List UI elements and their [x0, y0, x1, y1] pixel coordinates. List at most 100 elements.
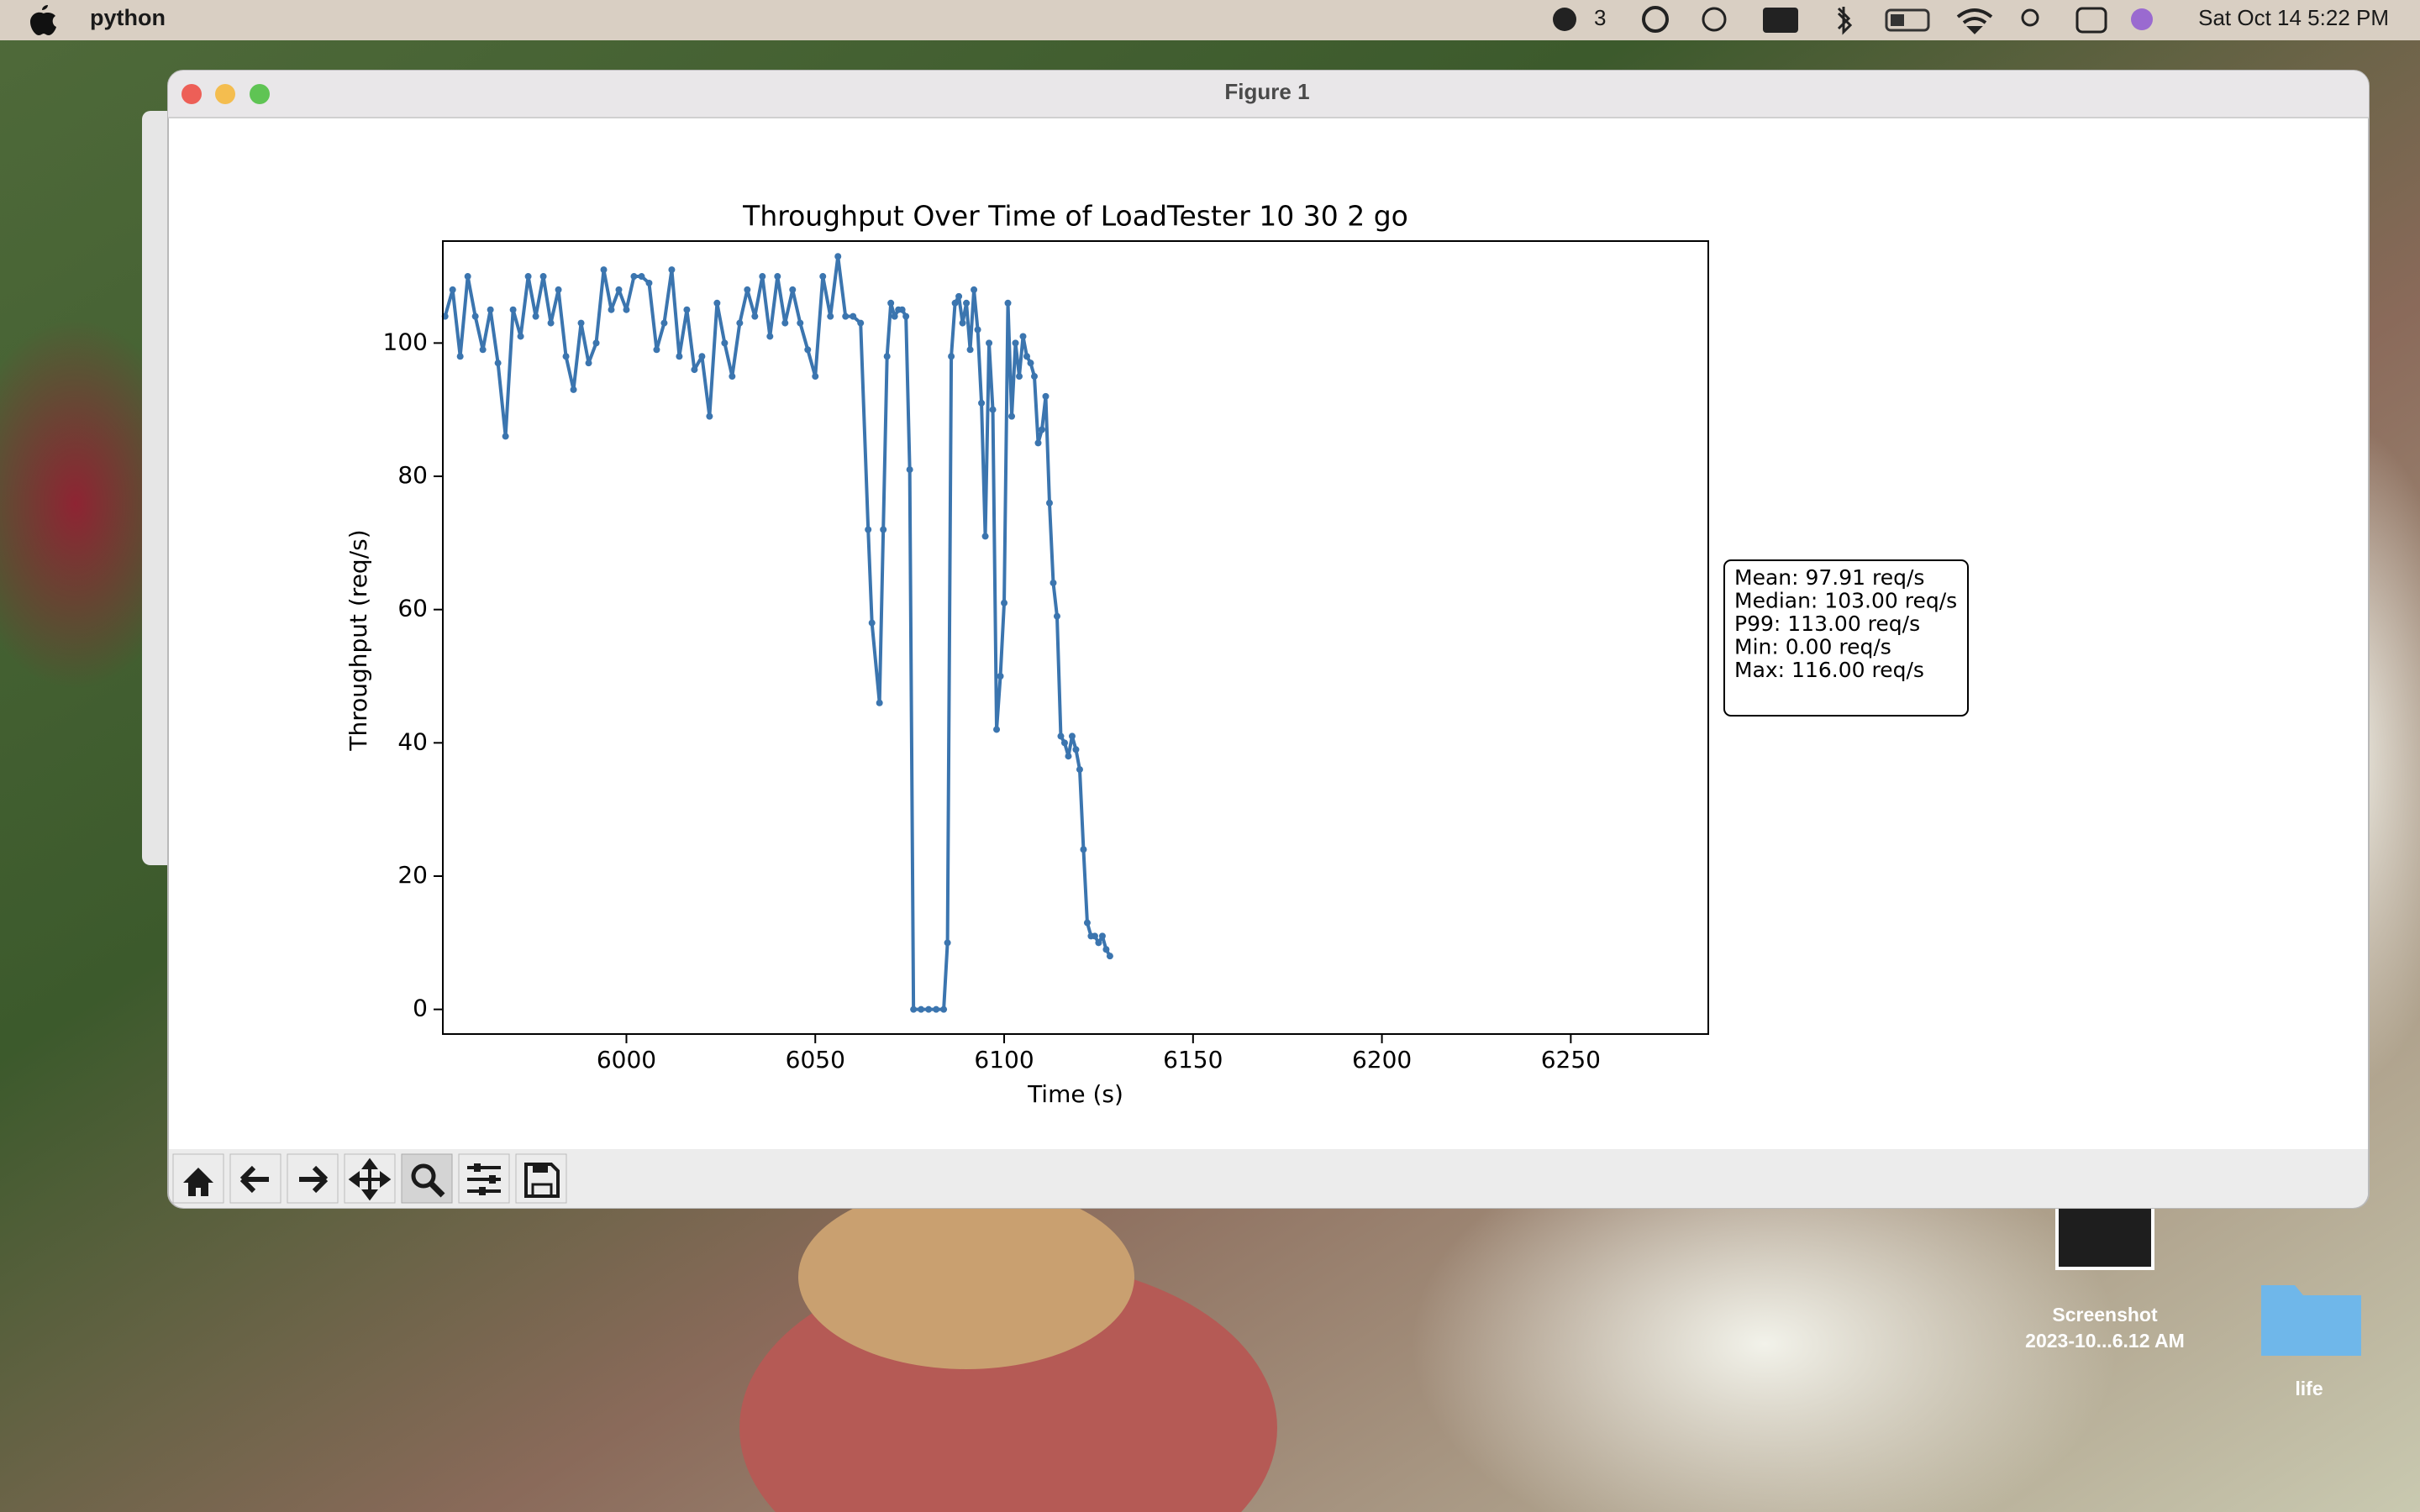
app-name[interactable]: python [90, 5, 166, 30]
screenshot-thumbnail[interactable] [2055, 1201, 2154, 1270]
data-point [997, 673, 1004, 680]
data-point [1019, 333, 1027, 340]
data-point [713, 299, 721, 307]
data-point [1001, 599, 1008, 606]
data-point [898, 306, 906, 313]
icon-label[interactable]: life [2295, 1378, 2323, 1399]
data-point [729, 373, 736, 381]
data-point [797, 319, 804, 327]
data-point [1091, 932, 1098, 940]
x-tick-label: 6050 [786, 1046, 845, 1074]
data-point [766, 333, 774, 340]
data-point [1106, 953, 1113, 960]
icon-label[interactable]: Screenshot [2052, 1304, 2158, 1326]
data-point [539, 273, 547, 281]
data-point [555, 286, 562, 293]
stats-box [1723, 559, 1969, 717]
data-point [1008, 412, 1016, 420]
plot-frame [442, 240, 1709, 1035]
pan-button[interactable] [344, 1153, 396, 1204]
data-point [1027, 360, 1034, 367]
y-tick-label: 80 [397, 461, 428, 489]
data-point [676, 353, 683, 360]
data-point [812, 373, 819, 381]
data-point [691, 366, 698, 374]
data-point [978, 399, 986, 407]
data-point [509, 306, 517, 313]
search-icon[interactable] [2021, 8, 2039, 27]
airdrop-icon[interactable] [1702, 7, 1727, 32]
apple-menu[interactable] [30, 5, 56, 35]
data-point [883, 353, 891, 360]
data-point [471, 312, 479, 320]
data-point [925, 1005, 933, 1013]
zoom-rect-button[interactable] [401, 1153, 453, 1204]
data-point [974, 326, 981, 333]
data-point [698, 353, 706, 360]
data-point [706, 412, 713, 420]
battery-icon[interactable] [1885, 8, 1930, 32]
data-point [1102, 946, 1110, 953]
wallpaper-hat [798, 1184, 1134, 1369]
x-tick-label: 6200 [1352, 1046, 1412, 1074]
minimize-button[interactable] [215, 84, 235, 104]
data-point [600, 266, 608, 274]
y-tick-label: 60 [397, 595, 428, 622]
icon-sublabel[interactable]: 2023-10...6.12 AM [2025, 1330, 2185, 1352]
data-point [449, 286, 456, 293]
data-point [993, 726, 1001, 733]
data-point [562, 353, 570, 360]
data-point [1080, 846, 1087, 853]
save-button[interactable] [515, 1153, 567, 1204]
data-point [963, 299, 971, 307]
data-point [1053, 612, 1060, 620]
data-point [850, 312, 857, 320]
data-point [1030, 373, 1038, 381]
forward-button[interactable] [287, 1153, 339, 1204]
data-point [857, 319, 865, 327]
data-point [827, 312, 834, 320]
data-point [517, 333, 524, 340]
wechat-icon[interactable] [1553, 8, 1576, 31]
zoom-button[interactable] [250, 84, 270, 104]
chart-title: Throughput Over Time of LoadTester 10 30… [742, 200, 1408, 233]
data-point [668, 266, 676, 274]
data-point [759, 273, 766, 281]
data-point [868, 619, 876, 627]
window-title: Figure 1 [1224, 79, 1309, 104]
folder-icon[interactable] [2261, 1285, 2361, 1356]
stats-line: Max: 116.00 req/s [1734, 658, 1924, 682]
data-point [981, 533, 989, 540]
data-point [1072, 746, 1080, 753]
badge-count: 3 [1594, 5, 1606, 30]
configure-button[interactable] [458, 1153, 510, 1204]
data-point [615, 286, 623, 293]
data-point [502, 433, 509, 440]
toolbar-buttons [172, 1153, 567, 1204]
input-icon[interactable] [1763, 8, 1798, 33]
data-point [804, 346, 812, 354]
data-point [1098, 932, 1106, 940]
close-button[interactable] [182, 84, 202, 104]
siri-icon[interactable] [2131, 8, 2153, 30]
control-center[interactable] [2075, 7, 2107, 34]
bluetooth-icon[interactable] [1837, 7, 1853, 35]
clock[interactable]: Sat Oct 14 5:22 PM [2198, 5, 2389, 30]
wallpaper-flower [1412, 1126, 2118, 1512]
data-point [660, 319, 668, 327]
data-point [876, 699, 883, 706]
y-tick-label: 40 [397, 727, 428, 755]
data-point [959, 319, 966, 327]
home-button[interactable] [172, 1153, 224, 1204]
data-point [918, 1005, 925, 1013]
data-point [751, 312, 759, 320]
back-button[interactable] [229, 1153, 281, 1204]
data-point [1083, 919, 1091, 927]
data-point [819, 273, 827, 281]
data-point [774, 273, 781, 281]
grammarly-icon[interactable] [1642, 6, 1669, 33]
wifi-icon[interactable] [1956, 8, 1993, 34]
data-point [456, 353, 464, 360]
data-point [464, 273, 471, 281]
stats-line: P99: 113.00 req/s [1734, 612, 1920, 636]
